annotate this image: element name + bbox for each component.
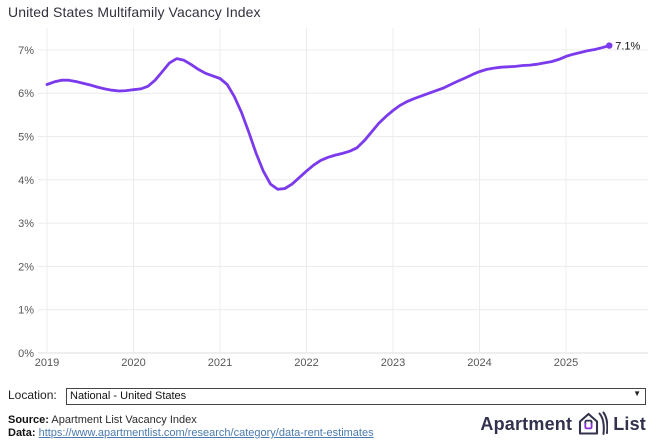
location-select-wrap: National - United States ▼: [66, 386, 646, 405]
vacancy-line-chart: 0% 1% 2% 3% 4% 5% 6% 7% 2019 2020 2021 2022 2023 2024…: [18, 28, 648, 369]
y-tick-label: 7%: [18, 45, 34, 57]
source-text: Apartment List Vacancy Index: [48, 414, 197, 426]
source-line: Source: Apartment List Vacancy Index: [8, 414, 374, 427]
series-end-marker: [606, 42, 613, 49]
data-line: Data: https://www.apartmentlist.com/rese…: [8, 427, 374, 440]
x-tick-label: 2021: [208, 357, 232, 369]
y-tick-label: 6%: [18, 88, 34, 100]
y-tick-label: 3%: [18, 218, 34, 230]
logo-word-list: List: [613, 414, 646, 434]
x-tick-label: 2023: [381, 357, 405, 369]
y-tick-label: 1%: [18, 305, 34, 317]
x-tick-label: 2024: [467, 357, 491, 369]
data-label: Data:: [8, 427, 36, 439]
location-label: Location:: [8, 388, 57, 402]
apartment-list-logo: Apartment List: [480, 411, 646, 437]
vacancy-line-series: [45, 44, 611, 191]
x-tick-label: 2025: [554, 357, 578, 369]
location-row: Location: National - United States ▼: [8, 386, 646, 405]
y-tick-label: 4%: [18, 175, 34, 187]
x-tick-label: 2019: [35, 357, 59, 369]
series-end-value-label: 7.1%: [615, 41, 640, 53]
y-tick-label: 5%: [18, 132, 34, 144]
apartment-list-logo-icon: [579, 411, 609, 435]
x-tick-label: 2022: [294, 357, 318, 369]
location-select[interactable]: National - United States: [66, 387, 646, 405]
logo-word-apartment: Apartment: [480, 414, 573, 434]
x-tick-label: 2020: [121, 357, 145, 369]
data-link[interactable]: https://www.apartmentlist.com/research/c…: [38, 427, 374, 439]
source-label: Source:: [8, 414, 49, 426]
y-tick-label: 2%: [18, 261, 34, 273]
page-title: United States Multifamily Vacancy Index: [8, 4, 261, 20]
y-tick-label: 0%: [18, 348, 34, 360]
footer: Source: Apartment List Vacancy Index Dat…: [8, 414, 374, 440]
